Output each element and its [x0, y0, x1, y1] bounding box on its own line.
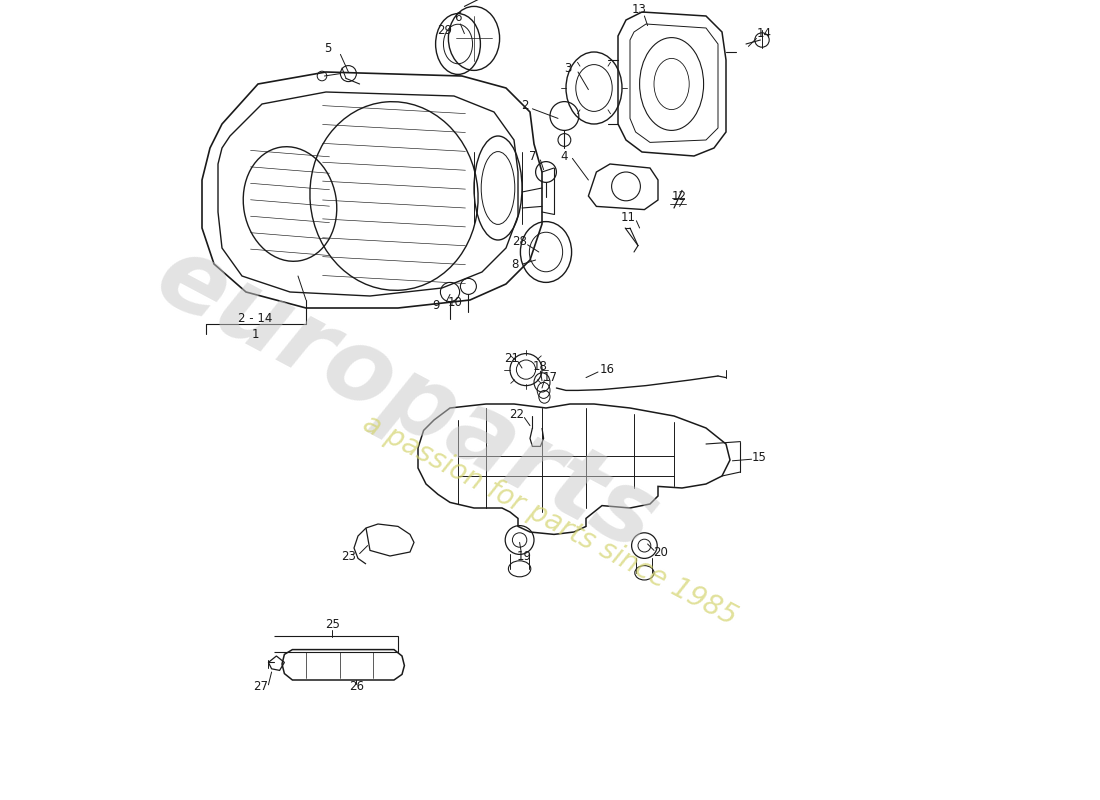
Text: 19: 19	[517, 550, 532, 562]
Text: 22: 22	[509, 408, 524, 421]
Text: 14: 14	[757, 27, 772, 40]
Text: 17: 17	[542, 371, 558, 384]
Text: 13: 13	[632, 3, 647, 16]
Text: 5: 5	[323, 42, 331, 54]
Text: 20: 20	[653, 546, 668, 558]
Text: 6: 6	[454, 11, 462, 24]
Text: 8: 8	[512, 258, 518, 270]
Text: 12: 12	[672, 190, 688, 202]
Text: 4: 4	[561, 150, 569, 162]
Text: 26: 26	[349, 680, 364, 693]
Text: 2 - 14: 2 - 14	[239, 312, 273, 325]
Text: europarts: europarts	[139, 227, 673, 573]
Text: a passion for parts since 1985: a passion for parts since 1985	[359, 409, 741, 631]
Text: 3: 3	[564, 62, 571, 74]
Text: 21: 21	[504, 352, 519, 365]
Text: 25: 25	[324, 618, 340, 630]
Text: 16: 16	[601, 363, 615, 376]
Text: 7: 7	[529, 150, 536, 162]
Text: 23: 23	[341, 550, 355, 562]
Text: 29: 29	[437, 24, 452, 37]
Text: 18: 18	[534, 360, 548, 373]
Text: 9: 9	[432, 299, 440, 312]
Text: 2: 2	[520, 99, 528, 112]
Text: 28: 28	[513, 235, 527, 248]
Text: 10: 10	[448, 296, 463, 309]
Text: 11: 11	[620, 211, 636, 224]
Text: 15: 15	[752, 451, 767, 464]
Text: 1: 1	[252, 328, 260, 341]
Text: 27: 27	[253, 680, 268, 693]
